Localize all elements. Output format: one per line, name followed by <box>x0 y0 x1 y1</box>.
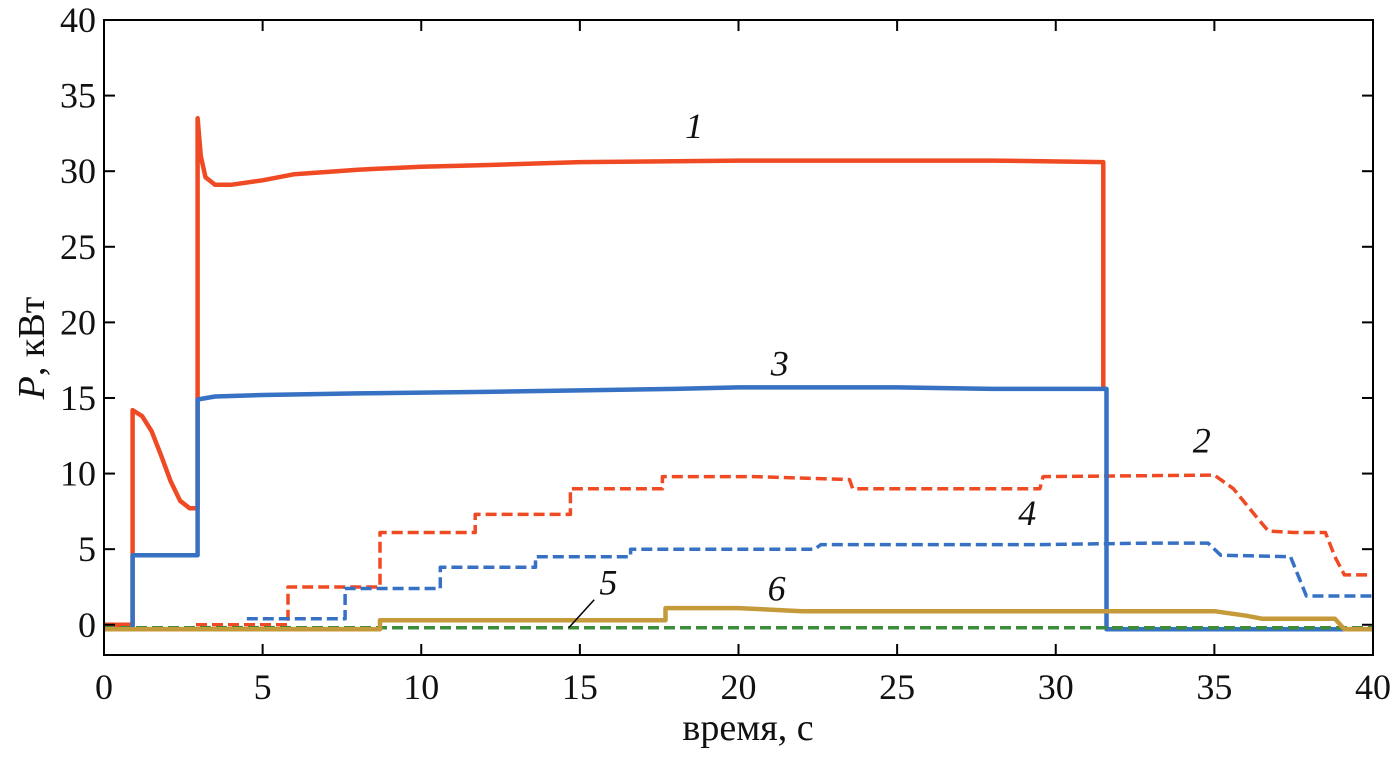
y-tick-label: 30 <box>60 151 96 191</box>
x-tick-label: 25 <box>879 667 915 707</box>
series-4-line <box>246 541 1373 621</box>
y-tick-label: 15 <box>60 378 96 418</box>
series-4-label: 4 <box>1018 493 1036 533</box>
y-tick-label: 5 <box>78 529 96 569</box>
x-tick-label: 5 <box>254 667 272 707</box>
annotation-layer: 1 2 3 4 5 6 <box>568 106 1211 629</box>
x-tick-label: 15 <box>562 667 598 707</box>
y-tick-label: 0 <box>78 605 96 645</box>
series-6-line <box>104 605 1373 632</box>
plot-frame <box>103 19 1374 656</box>
series-2-label: 2 <box>1193 420 1211 460</box>
y-tick-label: 35 <box>60 76 96 116</box>
y-tick-label: 25 <box>60 227 96 267</box>
series-1-label: 1 <box>685 106 703 146</box>
x-tick-label: 40 <box>1355 667 1391 707</box>
series-layer <box>104 116 1373 632</box>
y-axis-title: P, кВт <box>11 296 53 400</box>
y-tick-label: 40 <box>60 0 96 40</box>
y-tick-label: 10 <box>60 454 96 494</box>
series-3-label: 3 <box>770 343 789 383</box>
series-1-line <box>104 116 1106 628</box>
series-2-line <box>196 473 1373 627</box>
y-axis-unit: , кВт <box>11 296 53 376</box>
y-tick-label: 20 <box>60 302 96 342</box>
x-tick-label: 20 <box>721 667 757 707</box>
x-tick-label: 30 <box>1038 667 1074 707</box>
series-5-label: 5 <box>599 563 617 603</box>
y-axis-symbol: P <box>11 376 53 400</box>
series-6-label: 6 <box>768 569 786 609</box>
series-5-leader-line <box>568 599 595 629</box>
x-tick-label: 0 <box>95 667 113 707</box>
series-3-line <box>104 385 1373 632</box>
x-tick-label: 35 <box>1196 667 1232 707</box>
x-axis-title: время, с <box>682 707 813 749</box>
x-tick-label: 10 <box>403 667 439 707</box>
